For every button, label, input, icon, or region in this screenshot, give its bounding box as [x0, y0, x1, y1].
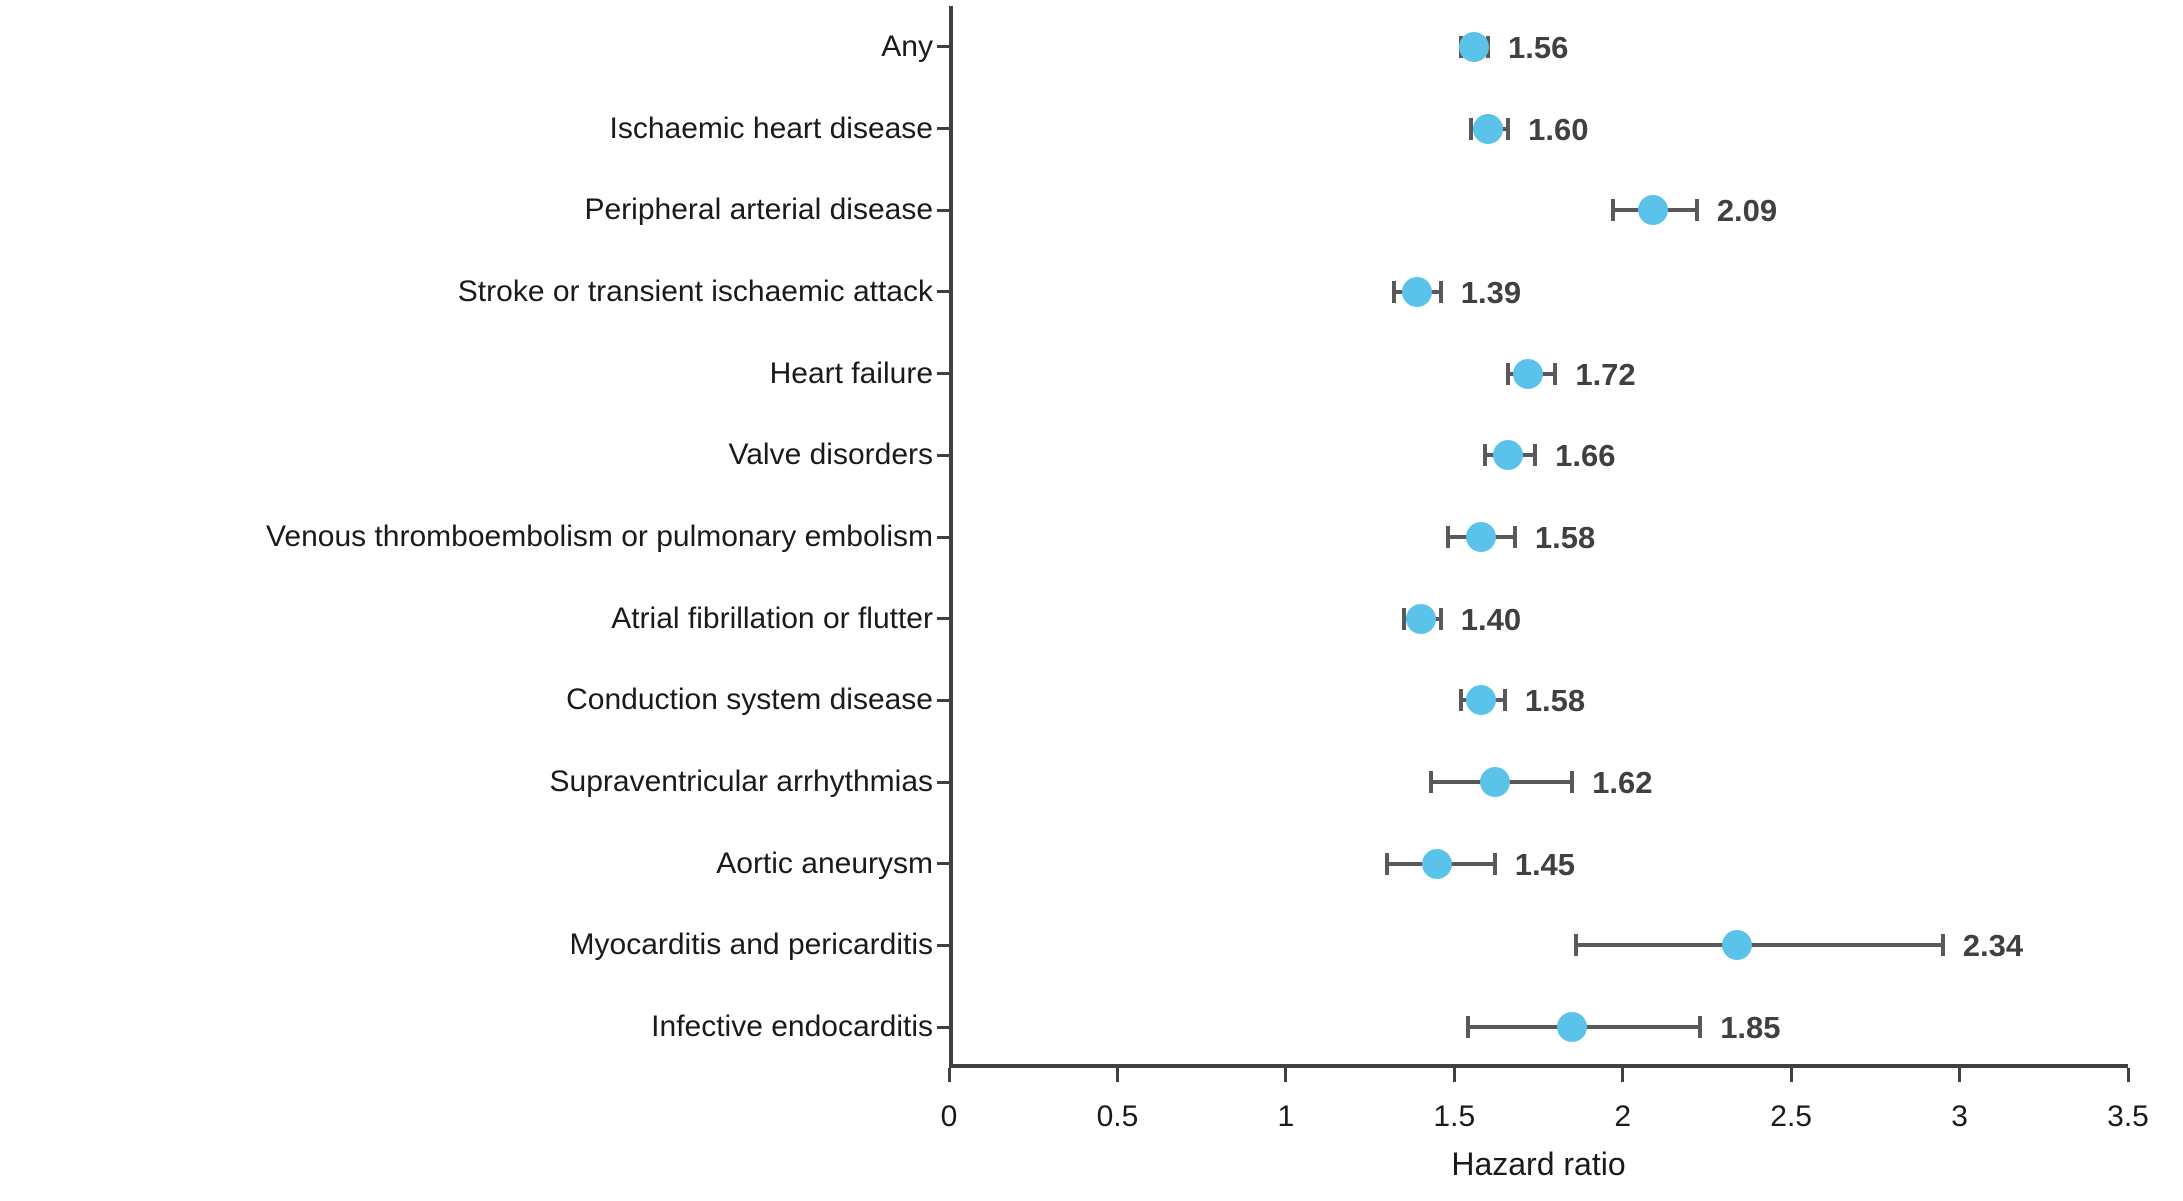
- data-point-value-label: 1.58: [1524, 683, 1586, 719]
- category-label: Venous thromboembolism or pulmonary embo…: [266, 520, 933, 553]
- x-axis-tick-label: 1.5: [1433, 1100, 1476, 1133]
- error-bar-cap-right: [1570, 771, 1575, 794]
- error-bar-line: [1575, 943, 1943, 948]
- x-axis-tick-label: 3: [1951, 1100, 1968, 1133]
- y-axis-tick: [937, 453, 949, 457]
- error-bar-cap-left: [1506, 362, 1511, 385]
- data-point-value-label: 1.45: [1514, 846, 1576, 882]
- data-point-value-label: 1.62: [1592, 765, 1653, 801]
- data-point-marker: [1479, 767, 1510, 798]
- error-bar-cap-right: [1940, 934, 1945, 957]
- data-point-marker: [1422, 848, 1453, 879]
- data-point-marker: [1722, 930, 1753, 961]
- x-axis-tick: [1284, 1068, 1288, 1082]
- y-axis-tick: [937, 943, 949, 947]
- x-axis-tick-label: 2: [1614, 1100, 1632, 1133]
- data-point-marker: [1466, 522, 1497, 552]
- y-axis-tick: [937, 127, 949, 131]
- x-axis-tick-label: 0: [940, 1100, 958, 1133]
- error-bar-cap-right: [1438, 607, 1443, 630]
- x-axis-tick: [1115, 1068, 1119, 1082]
- x-axis-tick: [1789, 1068, 1793, 1082]
- data-point-marker: [1557, 1012, 1588, 1043]
- x-axis-tick-label: 3.5: [2107, 1100, 2149, 1133]
- error-bar-cap-right: [1533, 444, 1538, 467]
- data-point-marker: [1513, 358, 1544, 389]
- x-axis-tick: [1958, 1068, 1962, 1082]
- error-bar-cap-left: [1469, 117, 1474, 140]
- y-axis-tick: [937, 780, 949, 784]
- x-axis-tick: [1621, 1068, 1625, 1082]
- category-label: Heart failure: [769, 356, 933, 390]
- y-axis-tick: [937, 698, 949, 702]
- x-axis-title: Hazard ratio: [1451, 1146, 1626, 1182]
- data-point-marker: [1402, 276, 1433, 307]
- y-axis-tick: [937, 208, 949, 212]
- data-point-value-label: 1.66: [1555, 438, 1616, 474]
- data-point-value-label: 1.56: [1507, 29, 1569, 65]
- error-bar-cap-right: [1506, 117, 1511, 140]
- category-label: Ischaemic heart disease: [609, 111, 934, 145]
- data-point-value-label: 1.58: [1534, 520, 1596, 555]
- y-axis-tick: [937, 290, 949, 294]
- y-axis-tick: [937, 862, 949, 866]
- y-axis-tick: [937, 372, 949, 376]
- data-point-value-label: 2.34: [1962, 928, 2024, 964]
- category-label: Valve disorders: [728, 438, 933, 472]
- y-axis-tick: [937, 617, 949, 621]
- y-axis-tick: [937, 535, 949, 539]
- data-point-value-label: 1.85: [1720, 1010, 1781, 1046]
- error-bar-cap-left: [1610, 199, 1615, 222]
- category-label: Supraventricular arrhythmias: [549, 765, 933, 799]
- error-bar-cap-right: [1553, 362, 1558, 385]
- category-label: Atrial fibrillation or flutter: [611, 601, 933, 635]
- error-bar-cap-right: [1438, 280, 1443, 303]
- data-point-marker: [1493, 440, 1524, 471]
- x-axis-tick-label: 1: [1277, 1100, 1295, 1133]
- data-point-marker: [1466, 685, 1497, 716]
- category-label: Infective endocarditis: [651, 1010, 933, 1044]
- data-point-marker: [1405, 603, 1436, 634]
- data-point-marker: [1472, 113, 1503, 144]
- error-bar-cap-left: [1384, 852, 1389, 875]
- data-point-value-label: 1.60: [1528, 111, 1589, 147]
- data-point-value-label: 1.72: [1575, 356, 1636, 392]
- error-bar-cap-left: [1428, 771, 1433, 794]
- data-point-value-label: 1.40: [1460, 601, 1522, 637]
- error-bar-cap-left: [1391, 280, 1396, 303]
- data-point-value-label: 1.39: [1460, 274, 1522, 310]
- x-axis-tick-label: 2.5: [1770, 1100, 1812, 1133]
- error-bar-cap-right: [1694, 199, 1699, 222]
- error-bar-cap-left: [1482, 444, 1487, 467]
- category-label: Conduction system disease: [566, 683, 933, 717]
- category-label: Stroke or transient ischaemic attack: [457, 274, 933, 308]
- error-bar-cap-left: [1401, 607, 1406, 630]
- data-point-marker: [1459, 31, 1490, 62]
- error-bar-cap-right: [1492, 852, 1497, 875]
- x-axis-tick: [947, 1068, 951, 1082]
- error-bar-cap-right: [1698, 1016, 1703, 1039]
- error-bar-cap-left: [1573, 934, 1578, 957]
- x-axis-tick-label: 0.5: [1096, 1100, 1139, 1133]
- data-point-value-label: 2.09: [1716, 193, 1778, 229]
- y-axis-tick: [937, 1025, 949, 1029]
- error-bar-cap-right: [1502, 689, 1507, 712]
- category-label: Aortic aneurysm: [716, 846, 933, 880]
- category-label: Peripheral arterial disease: [584, 193, 933, 227]
- error-bar-cap-left: [1459, 689, 1464, 712]
- error-bar-cap-left: [1465, 1016, 1470, 1039]
- plot-area: [949, 6, 2128, 1068]
- x-axis-tick: [1452, 1068, 1456, 1082]
- x-axis-tick: [2126, 1068, 2130, 1082]
- error-bar-cap-left: [1445, 526, 1450, 548]
- data-point-marker: [1638, 195, 1669, 226]
- y-axis-tick: [937, 45, 949, 49]
- category-label: Myocarditis and pericarditis: [569, 928, 933, 962]
- error-bar-cap-right: [1512, 526, 1517, 548]
- category-label: Any: [881, 29, 933, 63]
